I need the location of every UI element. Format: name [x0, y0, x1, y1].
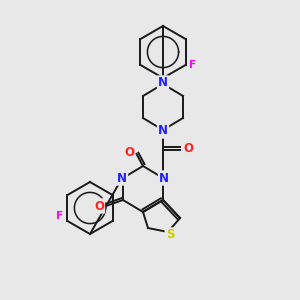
Text: N: N	[159, 172, 169, 184]
Text: F: F	[56, 211, 63, 221]
Text: O: O	[94, 200, 104, 212]
Text: N: N	[158, 76, 168, 89]
Text: S: S	[166, 229, 174, 242]
Text: O: O	[124, 146, 134, 160]
Text: F: F	[189, 60, 196, 70]
Text: N: N	[117, 172, 127, 184]
Text: N: N	[158, 124, 168, 137]
Text: O: O	[183, 142, 193, 154]
